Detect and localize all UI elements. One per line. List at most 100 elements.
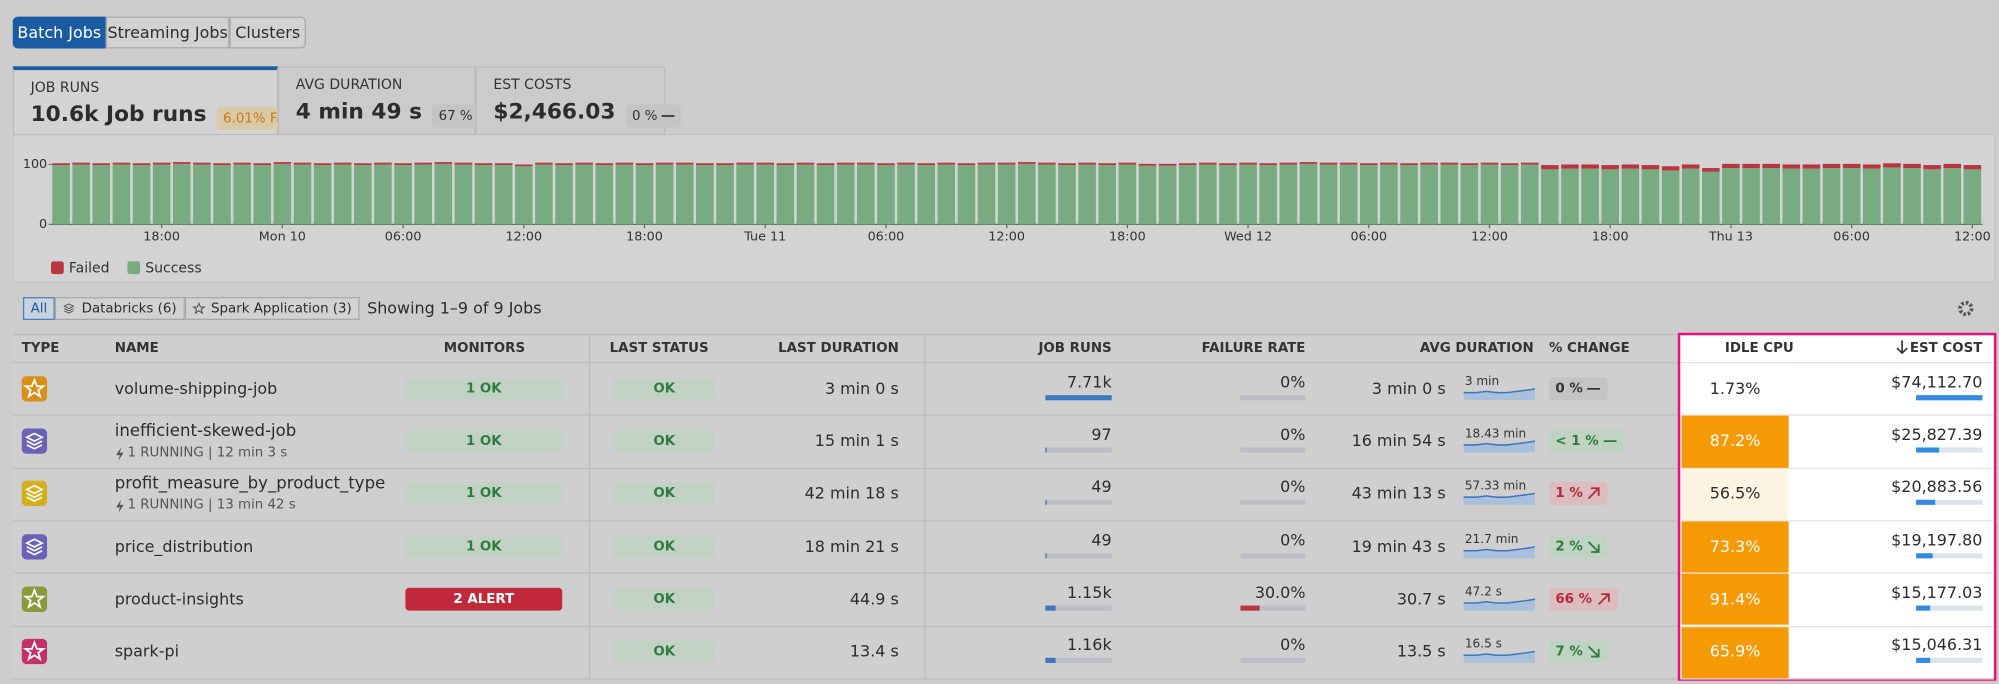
bar-segment xyxy=(454,164,473,225)
sparkline-label: 3 min xyxy=(1464,374,1500,389)
sparkline-label: 57.33 min xyxy=(1464,479,1527,494)
stack-icon xyxy=(21,480,48,507)
bar-segment xyxy=(293,162,312,165)
bar-segment xyxy=(394,165,412,225)
bar-segment xyxy=(152,162,171,165)
filter-chip[interactable]: Databricks (6) xyxy=(54,297,185,320)
bar-segment xyxy=(897,162,915,165)
bar-segment xyxy=(333,164,352,225)
filter-chip[interactable]: All xyxy=(22,297,55,320)
bar-segment xyxy=(273,162,292,164)
bar-segment xyxy=(937,164,956,225)
idle-cpu-cell: 73.3% xyxy=(1681,521,1789,573)
bar-segment xyxy=(1480,162,1499,165)
cost-track xyxy=(1916,658,1983,664)
arrow xyxy=(1597,592,1610,605)
cost-track xyxy=(1916,605,1983,611)
bar-segment xyxy=(1541,169,1559,225)
bar-segment xyxy=(1581,164,1599,169)
sparkline xyxy=(1463,545,1535,558)
idle-cpu-cell: 91.4% xyxy=(1681,573,1789,626)
sparkline-line xyxy=(1463,598,1535,604)
bar-segment xyxy=(1782,164,1801,169)
bar-segment xyxy=(1199,164,1217,225)
bar-segment xyxy=(273,163,292,225)
bar-segment xyxy=(494,163,513,166)
bar-segment xyxy=(877,165,895,225)
bar-segment xyxy=(1842,168,1861,225)
status-badge: OK xyxy=(613,482,716,506)
bar-segment xyxy=(1420,164,1438,225)
avg-duration: 43 min 13 s xyxy=(1351,483,1446,503)
column-header[interactable]: % CHANGE xyxy=(1548,340,1630,356)
monitor-badge: 1 OK xyxy=(405,429,563,453)
bar-segment xyxy=(1822,163,1841,169)
job-name[interactable]: price_distribution xyxy=(114,536,254,556)
tab[interactable]: Streaming Jobs xyxy=(105,16,230,49)
arrow xyxy=(1588,645,1601,658)
bar-segment xyxy=(414,162,432,165)
idle-cpu: 91.4% xyxy=(1709,588,1761,608)
job-name[interactable]: volume-shipping-job xyxy=(114,378,278,398)
star-icon xyxy=(21,638,48,665)
bar-segment xyxy=(1903,168,1921,225)
job-name[interactable]: inefficient-skewed-job xyxy=(114,421,297,442)
cost-bar xyxy=(1916,447,1940,453)
last-duration: 44.9 s xyxy=(849,588,899,608)
est-cost: $20,883.56 xyxy=(1891,477,1983,497)
column-header[interactable]: NAME xyxy=(114,340,159,356)
bar-segment xyxy=(1802,168,1821,225)
est-cost: $25,827.39 xyxy=(1891,424,1983,444)
column-header[interactable]: AVG DURATION xyxy=(1419,340,1534,356)
bar-segment xyxy=(434,162,453,164)
bar-segment xyxy=(1601,169,1620,225)
failure-rate: 0% xyxy=(1280,529,1306,549)
column-header[interactable]: MONITORS xyxy=(443,340,526,356)
bar-segment xyxy=(1219,165,1237,225)
bar-segment xyxy=(333,162,352,165)
bar-segment xyxy=(1883,167,1901,225)
column-header[interactable]: IDLE CPU xyxy=(1724,340,1794,356)
column-divider xyxy=(588,334,591,678)
layer xyxy=(26,545,43,555)
column-header[interactable]: TYPE xyxy=(21,340,60,356)
change-badge: 66 % xyxy=(1548,587,1618,611)
runs-track xyxy=(1045,605,1112,611)
bar-segment xyxy=(1319,164,1338,225)
summary-label: EST COSTS xyxy=(493,76,572,94)
bar-segment xyxy=(897,164,915,225)
bar-segment xyxy=(1219,163,1237,166)
status-badge: OK xyxy=(613,640,716,664)
job-name[interactable]: profit_measure_by_product_type xyxy=(114,474,386,494)
cost-track xyxy=(1916,447,1983,453)
bar-segment xyxy=(1762,163,1780,169)
x-tick-label: 06:00 xyxy=(1833,230,1870,245)
bar-segment xyxy=(374,162,392,165)
icon-bg xyxy=(21,638,48,665)
column-header[interactable]: LAST STATUS xyxy=(609,340,709,356)
bar-segment xyxy=(1380,164,1398,225)
job-name[interactable]: product-insights xyxy=(114,588,244,608)
job-name[interactable]: spark-pi xyxy=(114,641,179,661)
tab[interactable]: Clusters xyxy=(229,16,306,49)
column-header[interactable]: EST COST xyxy=(1909,340,1983,356)
x-tick-label: 12:00 xyxy=(1471,230,1508,245)
filter-chip[interactable]: Spark Application (3) xyxy=(184,297,360,320)
column-header[interactable]: JOB RUNS xyxy=(1038,340,1112,356)
bar-segment xyxy=(1440,164,1459,225)
cost-bar xyxy=(1916,658,1930,664)
column-header[interactable]: FAILURE RATE xyxy=(1201,340,1306,356)
job-runs: 49 xyxy=(1091,477,1112,497)
sort-arrow[interactable] xyxy=(1896,339,1909,355)
settings-gear[interactable] xyxy=(1957,300,1975,318)
x-tick-label: 12:00 xyxy=(1954,230,1991,245)
tab[interactable]: Batch Jobs xyxy=(12,16,106,49)
bar-segment xyxy=(1500,163,1519,166)
x-tick-label: Wed 12 xyxy=(1224,230,1272,245)
bar-segment xyxy=(1058,165,1076,225)
sparkline-label: 47.2 s xyxy=(1464,584,1502,599)
bar-segment xyxy=(1078,164,1096,225)
status-badge: OK xyxy=(613,587,716,611)
layer xyxy=(63,303,75,310)
column-header[interactable]: LAST DURATION xyxy=(778,340,899,356)
